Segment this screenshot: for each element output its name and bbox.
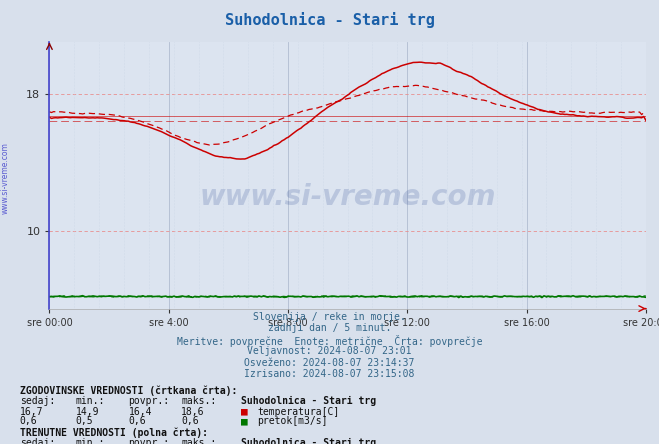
Text: Veljavnost: 2024-08-07 23:01: Veljavnost: 2024-08-07 23:01 bbox=[247, 346, 412, 357]
Text: Meritve: povprečne  Enote: metrične  Črta: povprečje: Meritve: povprečne Enote: metrične Črta:… bbox=[177, 335, 482, 347]
Text: Suhodolnica - Stari trg: Suhodolnica - Stari trg bbox=[241, 438, 376, 444]
Text: povpr.:: povpr.: bbox=[129, 396, 169, 406]
Text: www.si-vreme.com: www.si-vreme.com bbox=[1, 142, 10, 214]
Text: 14,9: 14,9 bbox=[76, 407, 100, 416]
Text: Suhodolnica - Stari trg: Suhodolnica - Stari trg bbox=[241, 396, 376, 406]
Text: ■: ■ bbox=[241, 416, 247, 427]
Text: 16,7: 16,7 bbox=[20, 407, 43, 416]
Text: 0,6: 0,6 bbox=[181, 416, 199, 427]
Text: sedaj:: sedaj: bbox=[20, 396, 55, 406]
Text: min.:: min.: bbox=[76, 396, 105, 406]
Text: 16,4: 16,4 bbox=[129, 407, 152, 416]
Text: min.:: min.: bbox=[76, 438, 105, 444]
Text: Suhodolnica - Stari trg: Suhodolnica - Stari trg bbox=[225, 12, 434, 28]
Text: TRENUTNE VREDNOSTI (polna črta):: TRENUTNE VREDNOSTI (polna črta): bbox=[20, 428, 208, 438]
Text: zadnji dan / 5 minut.: zadnji dan / 5 minut. bbox=[268, 323, 391, 333]
Text: povpr.:: povpr.: bbox=[129, 438, 169, 444]
Text: www.si-vreme.com: www.si-vreme.com bbox=[200, 182, 496, 211]
Text: 0,6: 0,6 bbox=[129, 416, 146, 427]
Text: Slovenija / reke in morje.: Slovenija / reke in morje. bbox=[253, 312, 406, 322]
Text: maks.:: maks.: bbox=[181, 438, 216, 444]
Text: 18,6: 18,6 bbox=[181, 407, 205, 416]
Text: ■: ■ bbox=[241, 407, 247, 416]
Text: Osveženo: 2024-08-07 23:14:37: Osveženo: 2024-08-07 23:14:37 bbox=[244, 358, 415, 368]
Text: 0,6: 0,6 bbox=[20, 416, 38, 427]
Text: temperatura[C]: temperatura[C] bbox=[257, 407, 339, 416]
Text: ZGODOVINSKE VREDNOSTI (črtkana črta):: ZGODOVINSKE VREDNOSTI (črtkana črta): bbox=[20, 385, 237, 396]
Text: Izrisano: 2024-08-07 23:15:08: Izrisano: 2024-08-07 23:15:08 bbox=[244, 369, 415, 380]
Text: 0,5: 0,5 bbox=[76, 416, 94, 427]
Text: pretok[m3/s]: pretok[m3/s] bbox=[257, 416, 328, 427]
Text: sedaj:: sedaj: bbox=[20, 438, 55, 444]
Text: maks.:: maks.: bbox=[181, 396, 216, 406]
